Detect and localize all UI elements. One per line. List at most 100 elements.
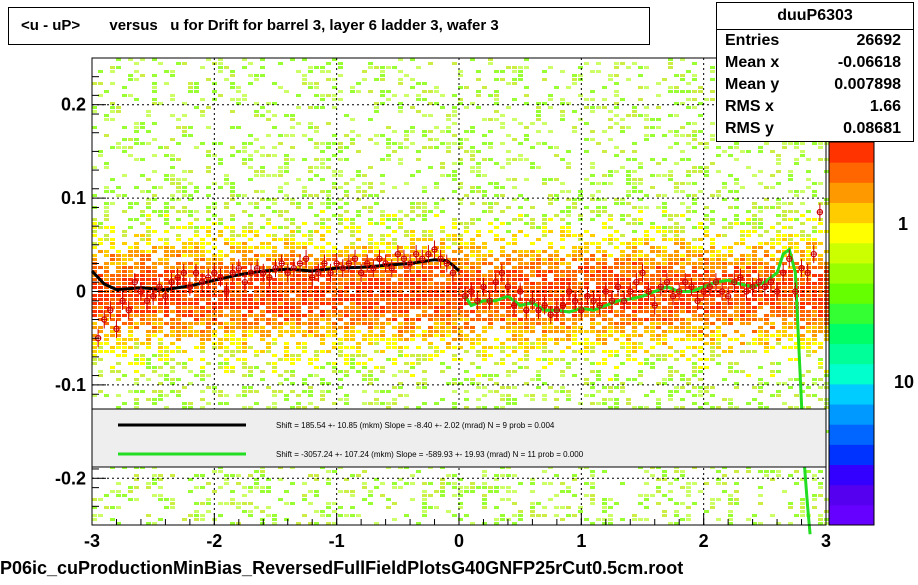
heatmap-cell xyxy=(560,318,565,321)
heatmap-cell xyxy=(452,474,457,477)
heatmap-cell xyxy=(668,322,673,325)
heatmap-cell xyxy=(422,250,427,253)
heatmap-cell xyxy=(368,66,373,69)
heatmap-cell xyxy=(386,338,391,341)
heatmap-cell xyxy=(548,282,553,285)
heatmap-cell xyxy=(218,94,223,97)
heatmap-cell xyxy=(218,310,223,313)
heatmap-cell xyxy=(332,254,337,257)
heatmap-cell xyxy=(494,186,499,189)
heatmap-cell xyxy=(650,118,655,121)
heatmap-cell xyxy=(380,218,385,221)
heatmap-cell xyxy=(524,382,529,385)
heatmap-cell xyxy=(140,322,145,325)
heatmap-cell xyxy=(494,286,499,289)
heatmap-cell xyxy=(356,246,361,249)
heatmap-cell xyxy=(506,374,511,377)
heatmap-cell xyxy=(290,202,295,205)
heatmap-cell xyxy=(302,234,307,237)
heatmap-cell xyxy=(590,242,595,245)
heatmap-cell xyxy=(278,254,283,257)
heatmap-cell xyxy=(152,366,157,369)
heatmap-cell xyxy=(590,258,595,261)
heatmap-cell xyxy=(452,390,457,393)
heatmap-cell xyxy=(590,298,595,301)
heatmap-cell xyxy=(158,474,163,477)
heatmap-cell xyxy=(308,202,313,205)
heatmap-cell xyxy=(560,262,565,265)
heatmap-cell xyxy=(452,134,457,137)
heatmap-cell xyxy=(458,518,463,521)
heatmap-cell xyxy=(122,150,127,153)
heatmap-cell xyxy=(500,262,505,265)
heatmap-cell xyxy=(608,514,613,517)
heatmap-cell xyxy=(260,74,265,77)
heatmap-cell xyxy=(500,302,505,305)
heatmap-cell xyxy=(644,118,649,121)
heatmap-cell xyxy=(572,254,577,257)
heatmap-cell xyxy=(554,326,559,329)
heatmap-cell xyxy=(308,330,313,333)
heatmap-cell xyxy=(572,314,577,317)
heatmap-cell xyxy=(464,302,469,305)
heatmap-cell xyxy=(140,310,145,313)
heatmap-cell xyxy=(614,258,619,261)
heatmap-cell xyxy=(572,330,577,333)
heatmap-cell xyxy=(206,186,211,189)
heatmap-cell xyxy=(410,86,415,89)
heatmap-cell xyxy=(218,322,223,325)
heatmap-cell xyxy=(428,342,433,345)
heatmap-cell xyxy=(518,74,523,77)
heatmap-cell xyxy=(494,338,499,341)
heatmap-cell xyxy=(92,106,97,109)
heatmap-cell xyxy=(464,378,469,381)
heatmap-cell xyxy=(140,282,145,285)
heatmap-cell xyxy=(260,154,265,157)
heatmap-cell xyxy=(596,262,601,265)
heatmap-cell xyxy=(338,222,343,225)
heatmap-cell xyxy=(314,490,319,493)
heatmap-cell xyxy=(392,270,397,273)
heatmap-cell xyxy=(248,334,253,337)
heatmap-cell xyxy=(344,394,349,397)
heatmap-cell xyxy=(422,370,427,373)
heatmap-cell xyxy=(362,306,367,309)
heatmap-cell xyxy=(164,242,169,245)
heatmap-cell xyxy=(716,310,721,313)
heatmap-cell xyxy=(122,286,127,289)
heatmap-cell xyxy=(170,266,175,269)
heatmap-cell xyxy=(182,294,187,297)
heatmap-cell xyxy=(716,234,721,237)
heatmap-cell xyxy=(104,506,109,509)
heatmap-cell xyxy=(548,202,553,205)
heatmap-cell xyxy=(374,522,379,525)
heatmap-cell xyxy=(554,194,559,197)
heatmap-cell xyxy=(230,302,235,305)
heatmap-cell xyxy=(476,258,481,261)
heatmap-cell xyxy=(482,310,487,313)
heatmap-cell xyxy=(140,358,145,361)
heatmap-cell xyxy=(512,250,517,253)
heatmap-cell xyxy=(338,490,343,493)
heatmap-cell xyxy=(506,274,511,277)
heatmap-cell xyxy=(284,278,289,281)
heatmap-cell xyxy=(320,514,325,517)
heatmap-cell xyxy=(554,298,559,301)
heatmap-cell xyxy=(278,186,283,189)
heatmap-cell xyxy=(656,342,661,345)
heatmap-cell xyxy=(452,326,457,329)
heatmap-cell xyxy=(680,150,685,153)
heatmap-cell xyxy=(536,322,541,325)
heatmap-cell xyxy=(152,326,157,329)
heatmap-cell xyxy=(164,230,169,233)
heatmap-cell xyxy=(542,326,547,329)
heatmap-cell xyxy=(320,70,325,73)
heatmap-cell xyxy=(464,106,469,109)
heatmap-cell xyxy=(590,210,595,213)
heatmap-cell xyxy=(380,286,385,289)
heatmap-cell xyxy=(356,474,361,477)
heatmap-cell xyxy=(650,266,655,269)
heatmap-cell xyxy=(158,518,163,521)
heatmap-cell xyxy=(248,386,253,389)
heatmap-cell xyxy=(392,186,397,189)
